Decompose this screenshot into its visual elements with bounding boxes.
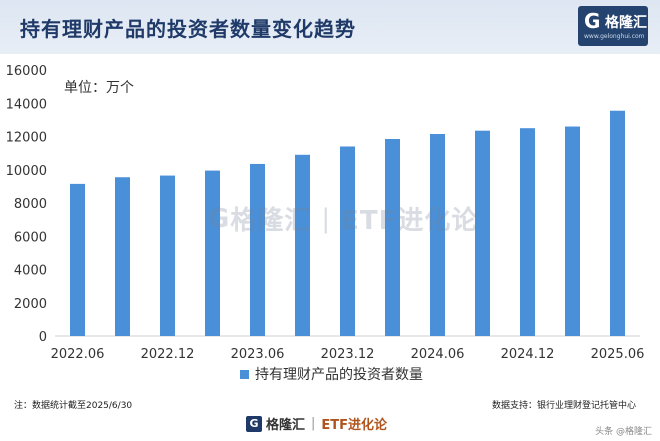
bar-2022.06 xyxy=(70,183,85,336)
bar-2024.12 xyxy=(520,128,535,336)
bar-2023.12 xyxy=(340,146,355,336)
x-tick-label: 2024.12 xyxy=(501,347,555,362)
y-tick-label: 10000 xyxy=(6,164,47,179)
watermark-brand: 格隆汇 xyxy=(230,206,312,236)
bar-2022.09 xyxy=(115,177,130,336)
logo-url: www.gelonghui.com xyxy=(584,33,645,40)
bar-chart: 0 2000 4000 6000 8000 10000 12000 14000 16000 202… xyxy=(6,64,645,362)
brand-logo: G 格隆汇 www.gelonghui.com xyxy=(578,6,648,46)
bar-2023.06 xyxy=(250,163,265,336)
watermark-product: ETF进化论 xyxy=(341,206,479,236)
legend-swatch xyxy=(240,369,249,379)
bar-2022.12 xyxy=(160,175,175,336)
footer-g-icon: G xyxy=(246,415,262,432)
bar-2025.06 xyxy=(610,110,625,336)
y-tick-label: 6000 xyxy=(14,230,47,245)
logo-g-icon: G xyxy=(584,9,601,33)
y-tick-label: 0 xyxy=(39,330,47,345)
bar-2023.09 xyxy=(295,154,310,336)
header-bar: 持有理财产品的投资者数量变化趋势 G 格隆汇 www.gelonghui.com xyxy=(0,0,660,54)
watermark: G 格隆汇 | ETF进化论 xyxy=(208,200,478,237)
y-tick-label: 16000 xyxy=(6,64,47,79)
chart-legend: 持有理财产品的投资者数量 xyxy=(240,364,423,384)
footnote: 注：数据统计截至2025/6/30 xyxy=(14,401,133,411)
x-tick-label: 2024.06 xyxy=(411,347,465,362)
legend-label: 持有理财产品的投资者数量 xyxy=(255,367,423,383)
footer-brand-name: 格隆汇 xyxy=(266,418,306,433)
x-tick-label: 2023.06 xyxy=(231,347,285,362)
bar-2024.09 xyxy=(475,130,490,336)
footer-brand: G 格隆汇 | ETF进化论 xyxy=(246,414,387,433)
bar-2024.06 xyxy=(430,134,445,336)
watermark-g-icon: G xyxy=(208,203,231,234)
y-tick-label: 2000 xyxy=(14,297,47,312)
y-tick-label: 8000 xyxy=(14,197,47,212)
footer-separator: | xyxy=(311,416,316,431)
x-tick-label: 2023.12 xyxy=(321,347,375,362)
logo-text: 格隆汇 xyxy=(605,15,647,31)
x-tick-label: 2025.06 xyxy=(591,347,645,362)
chart-title: 持有理财产品的投资者数量变化趋势 xyxy=(20,17,356,41)
bar-2025.03 xyxy=(565,126,580,337)
y-tick-label: 4000 xyxy=(14,264,47,279)
x-tick-label: 2022.12 xyxy=(141,347,195,362)
data-source: 数据支持：银行业理财登记托管中心 xyxy=(491,401,636,411)
watermark-separator: | xyxy=(321,203,332,234)
bar-2024.03 xyxy=(385,138,400,336)
bar-2023.03 xyxy=(205,170,220,336)
x-tick-label: 2022.06 xyxy=(51,347,105,362)
y-tick-label: 14000 xyxy=(6,97,47,112)
corner-watermark: 头条 @格隆汇 xyxy=(595,427,652,437)
y-tick-label: 12000 xyxy=(6,131,47,146)
unit-label: 单位：万个 xyxy=(64,80,134,96)
footer-product: ETF进化论 xyxy=(321,418,388,433)
